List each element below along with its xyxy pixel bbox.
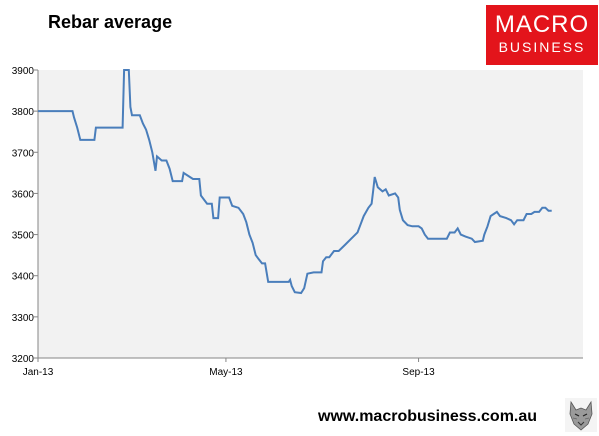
logo-line2: BUSINESS — [498, 39, 586, 55]
y-tick-label: 3600 — [12, 189, 35, 200]
x-tick-label: May-13 — [209, 367, 243, 378]
line-chart: 3200 3300 3400 3500 3600 3700 3800 3900 Jan-13 Ma… — [12, 66, 583, 378]
axes — [34, 69, 583, 362]
plot-area — [38, 70, 583, 358]
y-tick-label: 3800 — [12, 107, 35, 118]
website-url[interactable]: www.macrobusiness.com.au — [318, 408, 538, 425]
y-tick-label: 3700 — [12, 148, 35, 159]
tick-labels: 3200 3300 3400 3500 3600 3700 3800 3900 Jan-13 Ma… — [12, 66, 435, 378]
y-tick-label: 3900 — [12, 66, 35, 77]
series-line-rebar — [38, 69, 552, 295]
y-tick-label: 3300 — [12, 313, 35, 324]
x-tick-label: Sep-13 — [402, 367, 435, 378]
y-tick-label: 3400 — [12, 272, 35, 283]
y-tick-label: 3200 — [12, 354, 35, 365]
x-tick-label: Jan-13 — [23, 367, 54, 378]
logo-line1: MACRO — [494, 11, 590, 38]
macro-business-logo: MACRO BUSINESS — [486, 5, 598, 65]
wolf-head-icon — [565, 398, 597, 432]
chart-title: Rebar average — [48, 12, 173, 32]
y-tick-label: 3500 — [12, 231, 35, 242]
